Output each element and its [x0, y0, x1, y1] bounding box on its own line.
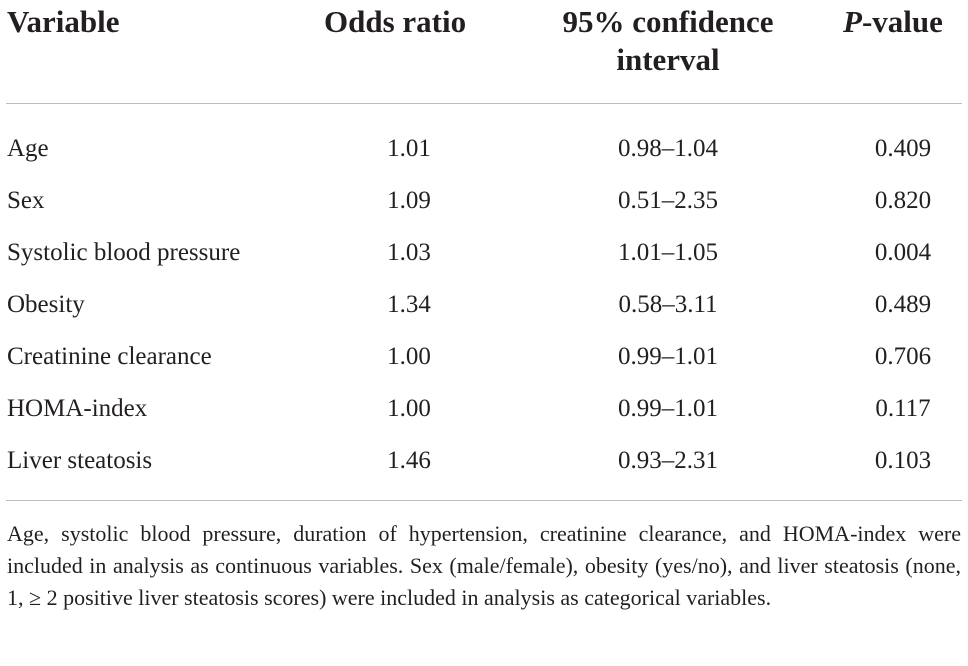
cell-odds-ratio: 1.34: [387, 291, 431, 318]
cell-confidence-interval: 0.93–2.31: [618, 447, 718, 474]
cell-odds-ratio: 1.03: [387, 239, 431, 266]
header-ci-line-1: 95% confidence: [562, 4, 774, 39]
header-p-letter: P: [843, 4, 862, 39]
cell-odds-ratio: 1.00: [387, 343, 431, 370]
cell-p-value: 0.706: [874, 343, 932, 370]
header-odds-ratio: Odds ratio: [324, 4, 467, 39]
cell-variable: Age: [7, 135, 49, 162]
cell-confidence-interval: 0.98–1.04: [618, 135, 718, 162]
table-row: Obesity 1.34 0.58–3.11 0.489: [0, 279, 968, 331]
cell-variable: HOMA-index: [7, 395, 148, 422]
cell-confidence-interval: 1.01–1.05: [618, 239, 718, 266]
cell-odds-ratio: 1.46: [387, 447, 431, 474]
header-divider: [6, 103, 962, 104]
cell-odds-ratio: 1.01: [387, 135, 431, 162]
cell-odds-ratio: 1.09: [387, 187, 431, 214]
header-variable: Variable: [7, 4, 120, 39]
header-p-suffix: -value: [861, 4, 943, 39]
cell-variable: Liver steatosis: [7, 447, 153, 474]
header-ci-line-2: interval: [616, 42, 720, 77]
table-row: Liver steatosis 1.46 0.93–2.31 0.103: [0, 435, 968, 487]
cell-p-value: 0.409: [874, 135, 932, 162]
cell-confidence-interval: 0.99–1.01: [618, 395, 718, 422]
cell-p-value: 0.004: [874, 239, 932, 266]
cell-confidence-interval: 0.58–3.11: [618, 291, 718, 318]
cell-variable: Sex: [7, 187, 45, 214]
table-row: Sex 1.09 0.51–2.35 0.820: [0, 175, 968, 227]
footer-divider: [6, 500, 962, 501]
table-row: Systolic blood pressure 1.03 1.01–1.05 0…: [0, 227, 968, 279]
cell-variable: Obesity: [7, 291, 85, 318]
cell-variable: Creatinine clearance: [7, 343, 212, 370]
header-p-value: P-value: [843, 3, 943, 41]
cell-variable: Systolic blood pressure: [7, 239, 241, 266]
cell-p-value: 0.117: [875, 395, 931, 422]
cell-confidence-interval: 0.51–2.35: [618, 187, 718, 214]
table-row: Age 1.01 0.98–1.04 0.409: [0, 123, 968, 175]
cell-odds-ratio: 1.00: [387, 395, 431, 422]
cell-p-value: 0.489: [874, 291, 932, 318]
header-confidence-interval: 95% confidence interval: [538, 3, 798, 79]
cell-p-value: 0.103: [874, 447, 932, 474]
cell-confidence-interval: 0.99–1.01: [618, 343, 718, 370]
cell-p-value: 0.820: [874, 187, 932, 214]
table-row: Creatinine clearance 1.00 0.99–1.01 0.70…: [0, 331, 968, 383]
table-footnote: Age, systolic blood pressure, duration o…: [7, 521, 961, 610]
table-row: HOMA-index 1.00 0.99–1.01 0.117: [0, 383, 968, 435]
